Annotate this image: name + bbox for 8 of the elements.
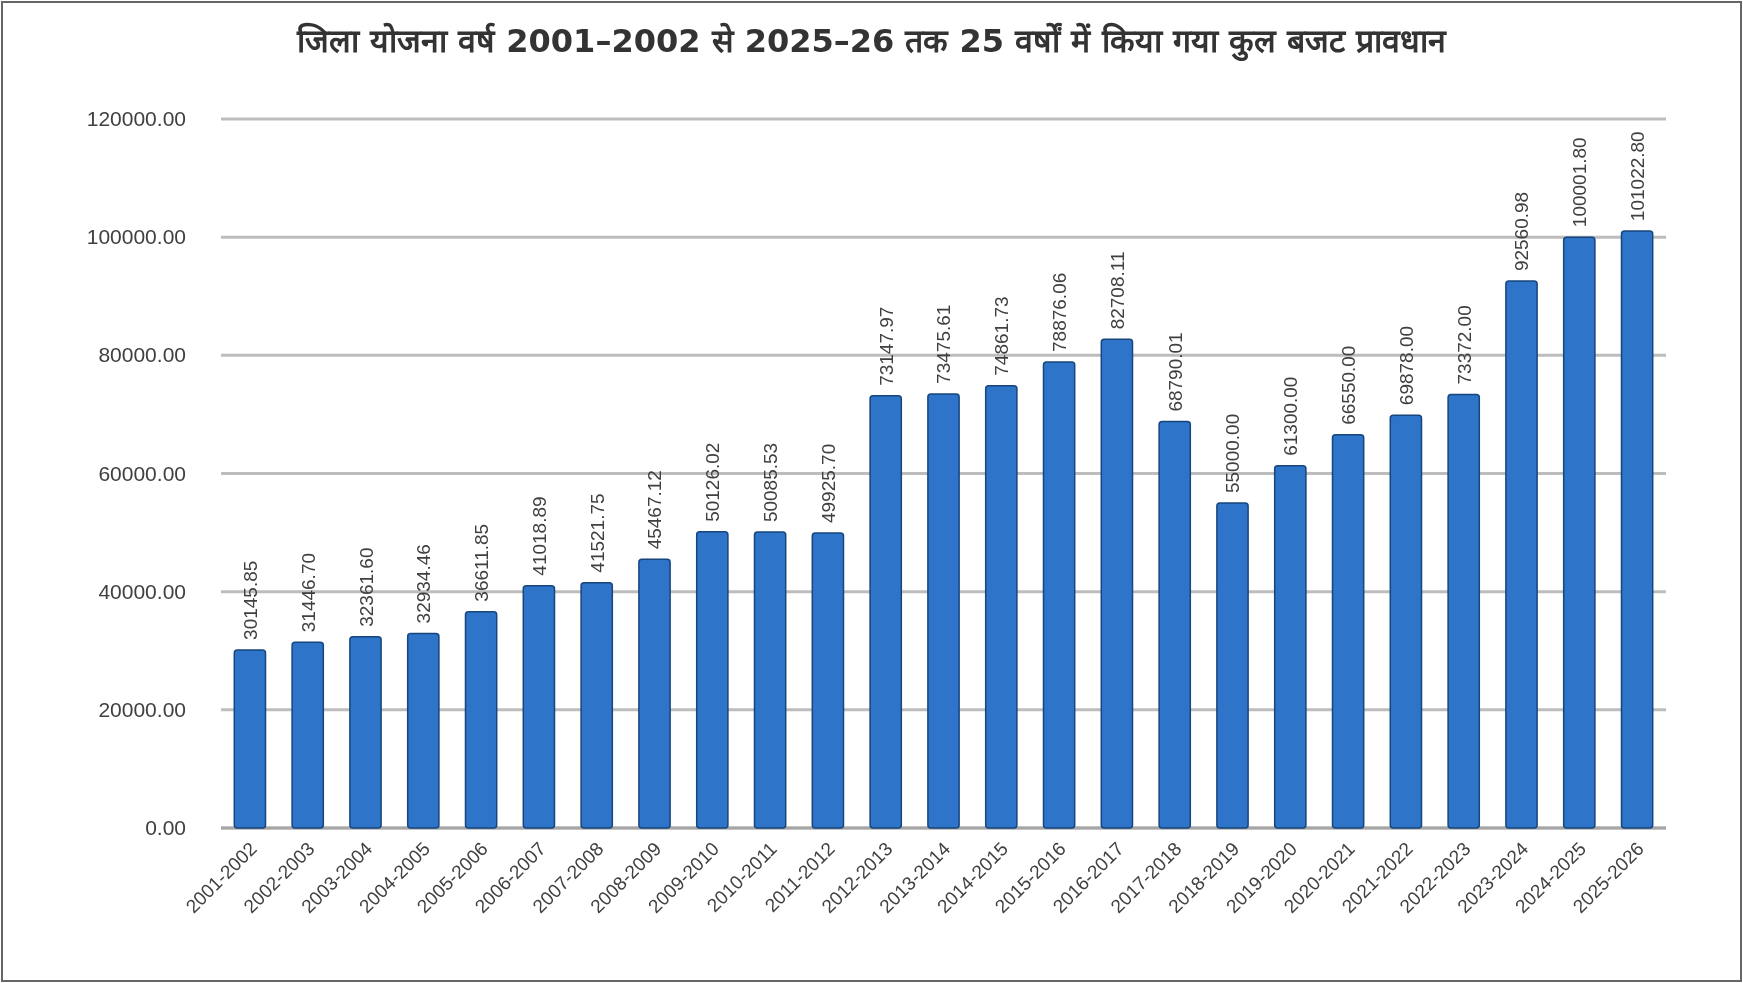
- ytick: 20000.00: [98, 697, 186, 721]
- ytick: 100000.00: [86, 225, 186, 249]
- ytick: 120000.00: [86, 107, 186, 130]
- title: जिला योजना वर्ष 2001–2002 से 2025–26 तक 25 वर्षों में किया गया कुल बजट प्रावधान: [296, 22, 1447, 60]
- ytick: 0.00: [145, 816, 186, 839]
- ytick: 80000.00: [98, 343, 186, 367]
- ytick: 40000.00: [98, 579, 186, 603]
- ytick: 60000.00: [98, 461, 186, 485]
